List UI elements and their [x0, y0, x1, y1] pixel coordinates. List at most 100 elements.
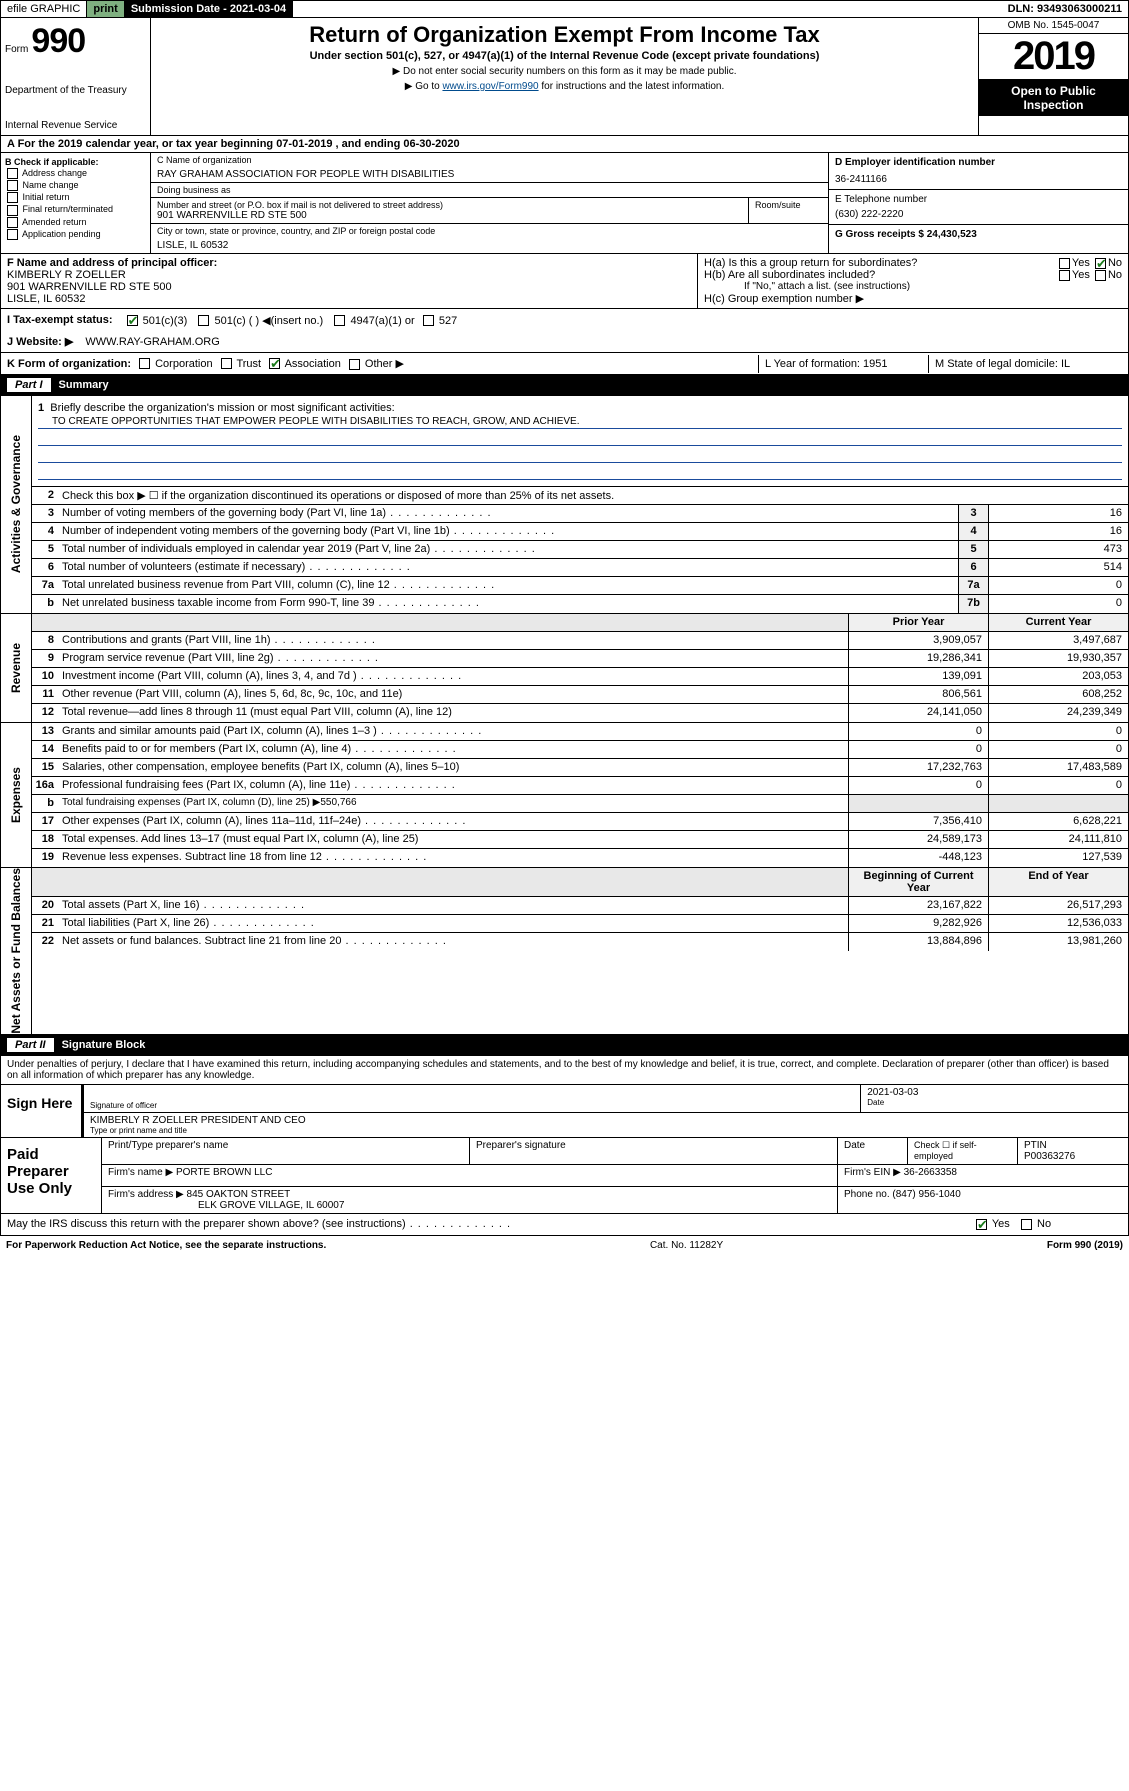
- l6-val: 514: [988, 559, 1128, 576]
- l15-p: 17,232,763: [848, 759, 988, 776]
- l15-c: 17,483,589: [988, 759, 1128, 776]
- prep-sig-hdr: Preparer's signature: [470, 1138, 838, 1164]
- l20-p: 23,167,822: [848, 897, 988, 914]
- paid-label: Paid Preparer Use Only: [1, 1138, 101, 1213]
- addr-label: Number and street (or P.O. box if mail i…: [157, 200, 742, 210]
- l16a-c: 0: [988, 777, 1128, 794]
- ha-answer: Yes No: [1057, 257, 1122, 269]
- col-c: C Name of organization RAY GRAHAM ASSOCI…: [151, 153, 828, 253]
- mission-text: TO CREATE OPPORTUNITIES THAT EMPOWER PEO…: [38, 414, 1122, 429]
- form-header: Form 990 Department of the Treasury Inte…: [0, 18, 1129, 136]
- check-pending[interactable]: Application pending: [5, 229, 146, 240]
- l7a-desc: Total unrelated business revenue from Pa…: [58, 577, 958, 594]
- l19-c: 127,539: [988, 849, 1128, 867]
- l10-p: 139,091: [848, 668, 988, 685]
- sub3-pre: ▶ Go to: [405, 81, 443, 92]
- col-b-checks: B Check if applicable: Address change Na…: [1, 153, 151, 253]
- check-final[interactable]: Final return/terminated: [5, 204, 146, 215]
- header-mid: Return of Organization Exempt From Incom…: [151, 18, 978, 135]
- b-label: B Check if applicable:: [5, 157, 146, 167]
- row-klm: K Form of organization: Corporation Trus…: [0, 353, 1129, 375]
- l22-desc: Net assets or fund balances. Subtract li…: [58, 933, 848, 951]
- footer-mid: Cat. No. 11282Y: [650, 1240, 723, 1251]
- d-label: D Employer identification number: [835, 157, 1122, 168]
- check-initial[interactable]: Initial return: [5, 192, 146, 203]
- part2-num: Part II: [7, 1038, 54, 1052]
- l16b-desc: Total fundraising expenses (Part IX, col…: [58, 795, 848, 812]
- l10-c: 203,053: [988, 668, 1128, 685]
- print-button[interactable]: print: [87, 1, 124, 17]
- part2-header: Part II Signature Block: [0, 1035, 1129, 1056]
- l14-desc: Benefits paid to or for members (Part IX…: [58, 741, 848, 758]
- room-label: Room/suite: [748, 198, 828, 223]
- f-label: F Name and address of principal officer:: [7, 257, 691, 269]
- open-inspection: Open to Public Inspection: [979, 80, 1128, 116]
- subtitle-3: ▶ Go to www.irs.gov/Form990 for instruct…: [159, 81, 970, 92]
- submission-date: Submission Date - 2021-03-04: [125, 1, 293, 17]
- header-left: Form 990 Department of the Treasury Inte…: [1, 18, 151, 135]
- footer-left: For Paperwork Reduction Act Notice, see …: [6, 1240, 326, 1251]
- header-right: OMB No. 1545-0047 2019 Open to Public In…: [978, 18, 1128, 135]
- prep-date-hdr: Date: [838, 1138, 908, 1164]
- form-number: 990: [31, 22, 85, 60]
- l18-desc: Total expenses. Add lines 13–17 (must eq…: [58, 831, 848, 848]
- l-year: L Year of formation: 1951: [758, 355, 928, 373]
- phone-value: (630) 222-2220: [835, 209, 1122, 220]
- k-trust[interactable]: Trust: [219, 358, 262, 370]
- instructions-link[interactable]: www.irs.gov/Form990: [442, 81, 538, 92]
- side-governance: Activities & Governance: [1, 396, 32, 613]
- prior-hdr: Prior Year: [848, 614, 988, 631]
- current-hdr: Current Year: [988, 614, 1128, 631]
- period-line: A For the 2019 calendar year, or tax yea…: [0, 136, 1129, 153]
- l13-p: 0: [848, 723, 988, 740]
- l21-p: 9,282,926: [848, 915, 988, 932]
- l10-desc: Investment income (Part VIII, column (A)…: [58, 668, 848, 685]
- l13-desc: Grants and similar amounts paid (Part IX…: [58, 723, 848, 740]
- expenses-section: Expenses 13Grants and similar amounts pa…: [0, 723, 1129, 868]
- netassets-section: Net Assets or Fund Balances Beginning of…: [0, 868, 1129, 1035]
- firm-name: PORTE BROWN LLC: [176, 1167, 273, 1178]
- efile-label: efile GRAPHIC: [1, 1, 87, 17]
- k-label: K Form of organization:: [7, 358, 131, 370]
- firm-addr-lbl: Firm's address ▶: [108, 1189, 184, 1200]
- l4-val: 16: [988, 523, 1128, 540]
- dept-label: Department of the Treasury: [5, 85, 146, 96]
- l20-c: 26,517,293: [988, 897, 1128, 914]
- check-name[interactable]: Name change: [5, 180, 146, 191]
- l17-c: 6,628,221: [988, 813, 1128, 830]
- subtitle-2: ▶ Do not enter social security numbers o…: [159, 66, 970, 77]
- check-address[interactable]: Address change: [5, 168, 146, 179]
- footer-right: Form 990 (2019): [1047, 1240, 1123, 1251]
- hc-label: H(c) Group exemption number ▶: [704, 292, 1122, 305]
- self-emp[interactable]: Check ☐ if self-employed: [908, 1138, 1018, 1164]
- type-name-lbl: Type or print name and title: [90, 1126, 1122, 1135]
- hb-note: If "No," attach a list. (see instruction…: [704, 281, 1122, 292]
- officer-addr2: LISLE, IL 60532: [7, 293, 691, 305]
- org-city: LISLE, IL 60532: [151, 238, 828, 253]
- firm-ein-lbl: Firm's EIN ▶: [844, 1167, 901, 1178]
- check-amended[interactable]: Amended return: [5, 217, 146, 228]
- k-other[interactable]: Other ▶: [347, 357, 404, 370]
- l9-p: 19,286,341: [848, 650, 988, 667]
- form-title: Return of Organization Exempt From Incom…: [159, 22, 970, 48]
- subtitle-1: Under section 501(c), 527, or 4947(a)(1)…: [159, 50, 970, 62]
- firm-addr2: ELK GROVE VILLAGE, IL 60007: [108, 1200, 831, 1211]
- l15-desc: Salaries, other compensation, employee b…: [58, 759, 848, 776]
- part1-num: Part I: [7, 378, 51, 392]
- revenue-section: Revenue Prior YearCurrent Year 8Contribu…: [0, 614, 1129, 723]
- l6-desc: Total number of volunteers (estimate if …: [58, 559, 958, 576]
- firm-name-lbl: Firm's name ▶: [108, 1167, 173, 1178]
- l16a-p: 0: [848, 777, 988, 794]
- l7b-desc: Net unrelated business taxable income fr…: [58, 595, 958, 613]
- officer-addr1: 901 WARRENVILLE RD STE 500: [7, 281, 691, 293]
- form-prefix: Form: [5, 44, 28, 55]
- officer-name: KIMBERLY R ZOELLER: [7, 269, 691, 281]
- l12-c: 24,239,349: [988, 704, 1128, 722]
- firm-addr1: 845 OAKTON STREET: [187, 1189, 291, 1200]
- k-assoc[interactable]: Association: [267, 358, 341, 370]
- org-addr: 901 WARRENVILLE RD STE 500: [157, 210, 742, 221]
- k-corp[interactable]: Corporation: [137, 358, 213, 370]
- l1-label: Briefly describe the organization's miss…: [50, 402, 394, 414]
- discuss-q: May the IRS discuss this return with the…: [1, 1215, 968, 1233]
- l17-p: 7,356,410: [848, 813, 988, 830]
